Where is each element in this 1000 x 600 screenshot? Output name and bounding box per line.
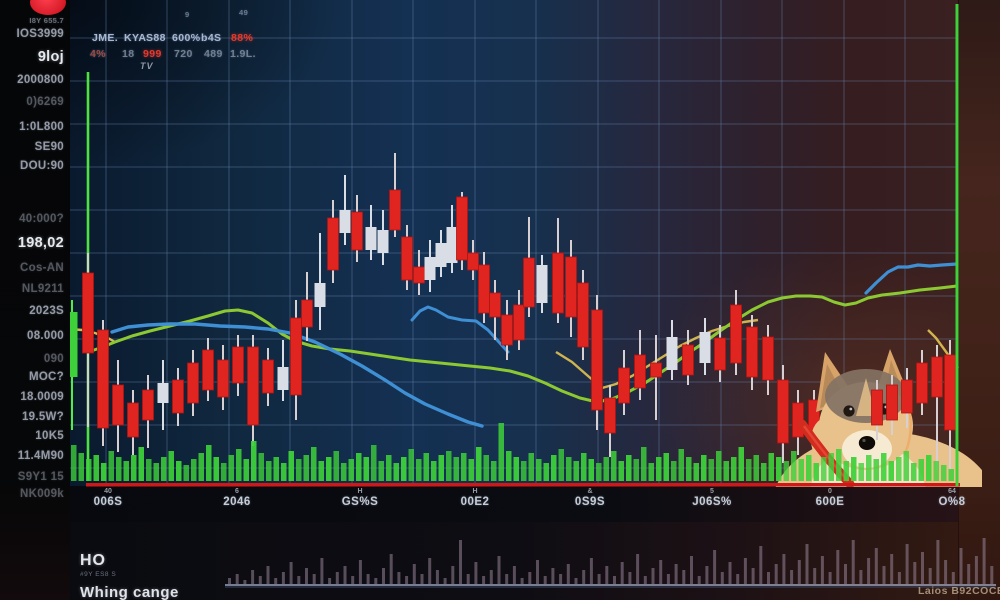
ticker-value: 1.9L.	[230, 48, 256, 60]
price-scale-label: 2000800	[17, 74, 64, 86]
x-tick-main: O%8	[938, 496, 966, 508]
ticker-value: KYA	[124, 32, 147, 44]
x-tick-sub: 64	[948, 488, 956, 495]
x-axis-tick-label: & 0S9S	[575, 488, 605, 509]
price-scale-label: 18.0009	[20, 391, 64, 403]
x-axis-tick-label: H GS%S	[342, 488, 379, 509]
price-scale-label: 19.5W?	[21, 411, 64, 423]
ticker-value: 4%	[90, 48, 106, 60]
price-scale-sidebar: I8Y 655.7 IOS3999 9loj 2000800 0)6269 1:0L800…	[0, 0, 70, 600]
price-scale-label: 40:000?	[19, 213, 64, 225]
x-tick-sub: H	[357, 488, 363, 495]
price-scale-label: 090	[43, 353, 64, 365]
price-scale-label: 0)6269	[26, 96, 64, 108]
ticker-value: 9	[185, 10, 190, 19]
ticker-value: JME.	[92, 32, 119, 44]
price-scale-label: Cos-AN	[20, 262, 64, 274]
price-scale-label: 198,02	[17, 235, 64, 251]
price-scale-label: S9Y1 15	[17, 471, 64, 483]
shiba-dog-mascot-image	[775, 349, 982, 487]
price-scale-label: IOS3999	[16, 28, 64, 40]
x-axis-tick-label: 40 006S	[94, 488, 123, 509]
x-axis-tick-label: 5 J06S%	[692, 488, 732, 509]
price-scale-label: 08.000	[27, 330, 64, 342]
x-tick-main: 600E	[815, 496, 845, 508]
ticker-value: 600%	[172, 32, 201, 44]
x-tick-sub: 6	[235, 488, 239, 495]
watermark-text: Laios B92COCE2DD	[918, 585, 1000, 597]
bottom-caption: Whing cange	[80, 584, 179, 600]
x-tick-main: J06S%	[692, 496, 732, 508]
dog-eye-left	[843, 405, 855, 417]
ticker-value: 720	[174, 48, 193, 60]
indicator-label-group: HO #9Y ES8 S	[80, 552, 116, 578]
x-tick-sub: 0	[828, 488, 832, 495]
price-scale-label: MOC?	[28, 371, 64, 383]
x-tick-sub: &	[587, 488, 593, 495]
price-scale-label: 1:0L800	[19, 121, 64, 133]
x-tick-sub: 5	[710, 488, 714, 495]
x-tick-main: 00E2	[460, 496, 490, 508]
ticker-value: S88	[146, 32, 166, 44]
indicator-subtext: #9Y ES8 S	[80, 571, 117, 578]
x-tick-main: GS%S	[341, 496, 379, 508]
x-tick-main: 2046	[223, 496, 251, 508]
chart-plot-background[interactable]	[70, 0, 958, 486]
dog-eye-right	[878, 403, 890, 415]
x-tick-sub: 40	[104, 488, 112, 495]
x-axis-tick-label: H 00E2	[461, 488, 490, 509]
price-scale-label: NK009k	[20, 488, 64, 500]
dog-eye-glint	[849, 407, 853, 411]
price-scale-label: I8Y 655.7	[29, 16, 64, 25]
x-tick-main: 0S9S	[574, 496, 606, 508]
price-scale-label: 9loj	[37, 49, 64, 65]
x-axis-tick-label: 64 O%8	[938, 488, 965, 509]
ticker-value: 88%	[231, 32, 254, 44]
indicator-value: HO	[80, 552, 106, 569]
price-scale-label: 11.4M90	[17, 450, 64, 462]
dog-collar-highlight	[802, 425, 849, 482]
dog-eye-glint	[884, 405, 888, 409]
x-axis-tick-label: 0 600E	[816, 488, 845, 509]
ticker-value: 999	[143, 48, 162, 60]
dog-nose	[858, 436, 876, 450]
secondary-indicator-panel	[70, 522, 958, 600]
price-scale-label: SE90	[34, 141, 64, 153]
dog-nose-glint	[862, 438, 866, 443]
ticker-value: 49	[239, 8, 249, 17]
ticker-value: 489	[204, 48, 223, 60]
ticker-value: b4S	[201, 32, 222, 44]
price-scale-label: DOU:90	[20, 160, 64, 172]
price-scale-label: NL9211	[21, 283, 64, 295]
x-axis-strip	[70, 486, 958, 522]
tv-watermark: TV	[140, 61, 154, 71]
x-axis-tick-label: 6 2046	[223, 488, 251, 509]
price-scale-label: 10K5	[35, 430, 64, 442]
price-scale-label: 2023S	[29, 305, 64, 317]
ticker-value: 18	[122, 48, 135, 60]
screen-edge-glow	[958, 0, 1000, 600]
x-tick-main: 006S	[93, 496, 123, 508]
x-tick-sub: H	[472, 488, 478, 495]
record-dot-icon	[30, 0, 66, 15]
